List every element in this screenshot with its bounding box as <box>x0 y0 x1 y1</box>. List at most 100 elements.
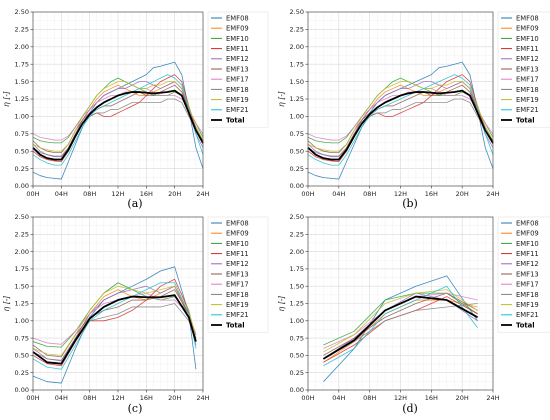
x-tick-label: 24H <box>486 190 499 198</box>
y-axis-label: η [-] <box>2 296 11 312</box>
series-line-emf21 <box>32 74 204 166</box>
legend-label-emf13: EMF13 <box>226 270 249 278</box>
y-tick-label: 0.75 <box>290 130 304 138</box>
y-tick-label: 0.00 <box>290 182 304 190</box>
x-tick-label: 08H <box>83 394 96 402</box>
series-line-emf18 <box>323 303 478 360</box>
x-tick-label: 12H <box>394 394 407 402</box>
y-tick-label: 0.00 <box>290 386 304 394</box>
legend-label-total: Total <box>516 116 535 124</box>
y-tick-label: 2.50 <box>290 8 304 16</box>
series-line-emf21 <box>323 285 478 367</box>
series-line-emf21 <box>307 74 494 166</box>
y-tick-label: 1.50 <box>15 78 29 86</box>
series-line-emf08 <box>323 275 478 382</box>
x-tick-label: 08H <box>363 394 376 402</box>
series-line-emf19 <box>307 81 494 152</box>
legend-label-emf17: EMF17 <box>516 281 539 289</box>
series-line-emf13 <box>32 84 204 153</box>
panel-2: 0.00 0.25 0.50 0.75 1.00 1.25 1.50 1.75 2.00 2.25… <box>277 8 550 210</box>
panel-label: (d) <box>402 402 418 415</box>
x-tick-label: 16H <box>140 190 153 198</box>
x-tick-label: 00H <box>301 190 314 198</box>
x-tick-label: 16H <box>425 394 438 402</box>
legend-label-emf11: EMF11 <box>226 250 249 258</box>
y-tick-label: 0.75 <box>290 334 304 342</box>
x-tick-label: 00H <box>301 394 314 402</box>
y-tick-label: 1.50 <box>290 78 304 86</box>
y-tick-label: 2.25 <box>290 26 304 34</box>
y-tick-label: 2.25 <box>15 231 29 239</box>
series-line-emf18 <box>32 303 197 361</box>
series-line-emf10 <box>323 292 478 346</box>
legend-box <box>497 11 550 128</box>
legend-label-emf19: EMF19 <box>516 301 539 309</box>
legend-label-emf12: EMF12 <box>226 260 249 268</box>
legend-label-emf21: EMF21 <box>226 106 249 114</box>
y-tick-label: 0.75 <box>15 334 29 342</box>
y-tick-label: 2.50 <box>15 213 29 221</box>
x-tick-label: 04H <box>55 190 68 198</box>
legend-label-emf19: EMF19 <box>226 96 249 104</box>
y-tick-label: 1.50 <box>290 282 304 290</box>
panel-label: (a) <box>127 197 142 210</box>
series-line-total <box>322 295 479 360</box>
y-tick-label: 1.00 <box>15 317 29 325</box>
series-line-emf19 <box>32 285 197 356</box>
legend-label-emf13: EMF13 <box>516 270 539 278</box>
y-tick-label: 0.50 <box>15 352 29 360</box>
legend-box <box>207 11 269 128</box>
legend-box <box>497 216 550 333</box>
y-tick-label: 2.00 <box>290 43 304 51</box>
y-tick-label: 1.75 <box>15 265 29 273</box>
y-tick-label: 2.25 <box>15 26 29 34</box>
legend-label-emf10: EMF10 <box>226 35 249 43</box>
series-line-emf11 <box>307 74 494 163</box>
series-line-total <box>32 89 204 161</box>
x-tick-label: 20H <box>168 190 181 198</box>
legend-label-emf13: EMF13 <box>516 65 539 73</box>
series-line-emf19 <box>32 81 204 152</box>
series-line-total <box>32 294 197 365</box>
x-tick-label: 24H <box>486 394 499 402</box>
legend-label-emf19: EMF19 <box>516 96 539 104</box>
series-line-emf18 <box>32 98 204 157</box>
x-tick-label: 00H <box>26 190 39 198</box>
legend-box <box>207 216 269 333</box>
y-tick-label: 2.00 <box>15 43 29 51</box>
x-tick-label: 04H <box>332 190 345 198</box>
legend-label-emf18: EMF18 <box>226 86 249 94</box>
y-tick-label: 2.50 <box>290 213 304 221</box>
legend-label-total: Total <box>226 116 245 124</box>
y-axis-label: η [-] <box>277 91 286 107</box>
legend-label-total: Total <box>516 321 535 329</box>
series-line-total <box>307 89 494 161</box>
series-line-emf11 <box>32 74 204 163</box>
legend-label-emf21: EMF21 <box>516 311 539 319</box>
y-tick-label: 0.50 <box>15 147 29 155</box>
legend-label-emf18: EMF18 <box>516 291 539 299</box>
y-tick-label: 0.25 <box>15 165 29 173</box>
x-tick-label: 08H <box>83 190 96 198</box>
panel-label: (b) <box>402 197 418 210</box>
legend-label-emf08: EMF08 <box>226 219 249 227</box>
legend-label-emf09: EMF09 <box>516 230 539 238</box>
series-line-emf18 <box>307 98 494 157</box>
x-tick-label: 12H <box>111 190 124 198</box>
x-tick-label: 24H <box>196 190 209 198</box>
legend-label-emf21: EMF21 <box>226 311 249 319</box>
legend-label-emf18: EMF18 <box>226 291 249 299</box>
legend-label-emf12: EMF12 <box>516 55 539 63</box>
x-tick-label: 24H <box>196 394 209 402</box>
legend-label-emf08: EMF08 <box>516 219 539 227</box>
x-tick-label: 08H <box>363 190 376 198</box>
series-line-emf11 <box>32 278 197 367</box>
legend-label-emf09: EMF09 <box>516 25 539 33</box>
y-tick-label: 2.00 <box>290 248 304 256</box>
x-tick-label: 00H <box>26 394 39 402</box>
x-tick-label: 20H <box>456 394 469 402</box>
series-line-emf13 <box>323 292 478 356</box>
legend-label-emf10: EMF10 <box>516 35 539 43</box>
panel-1: 0.00 0.25 0.50 0.75 1.00 1.25 1.50 1.75 2.00 2.25… <box>2 8 269 210</box>
